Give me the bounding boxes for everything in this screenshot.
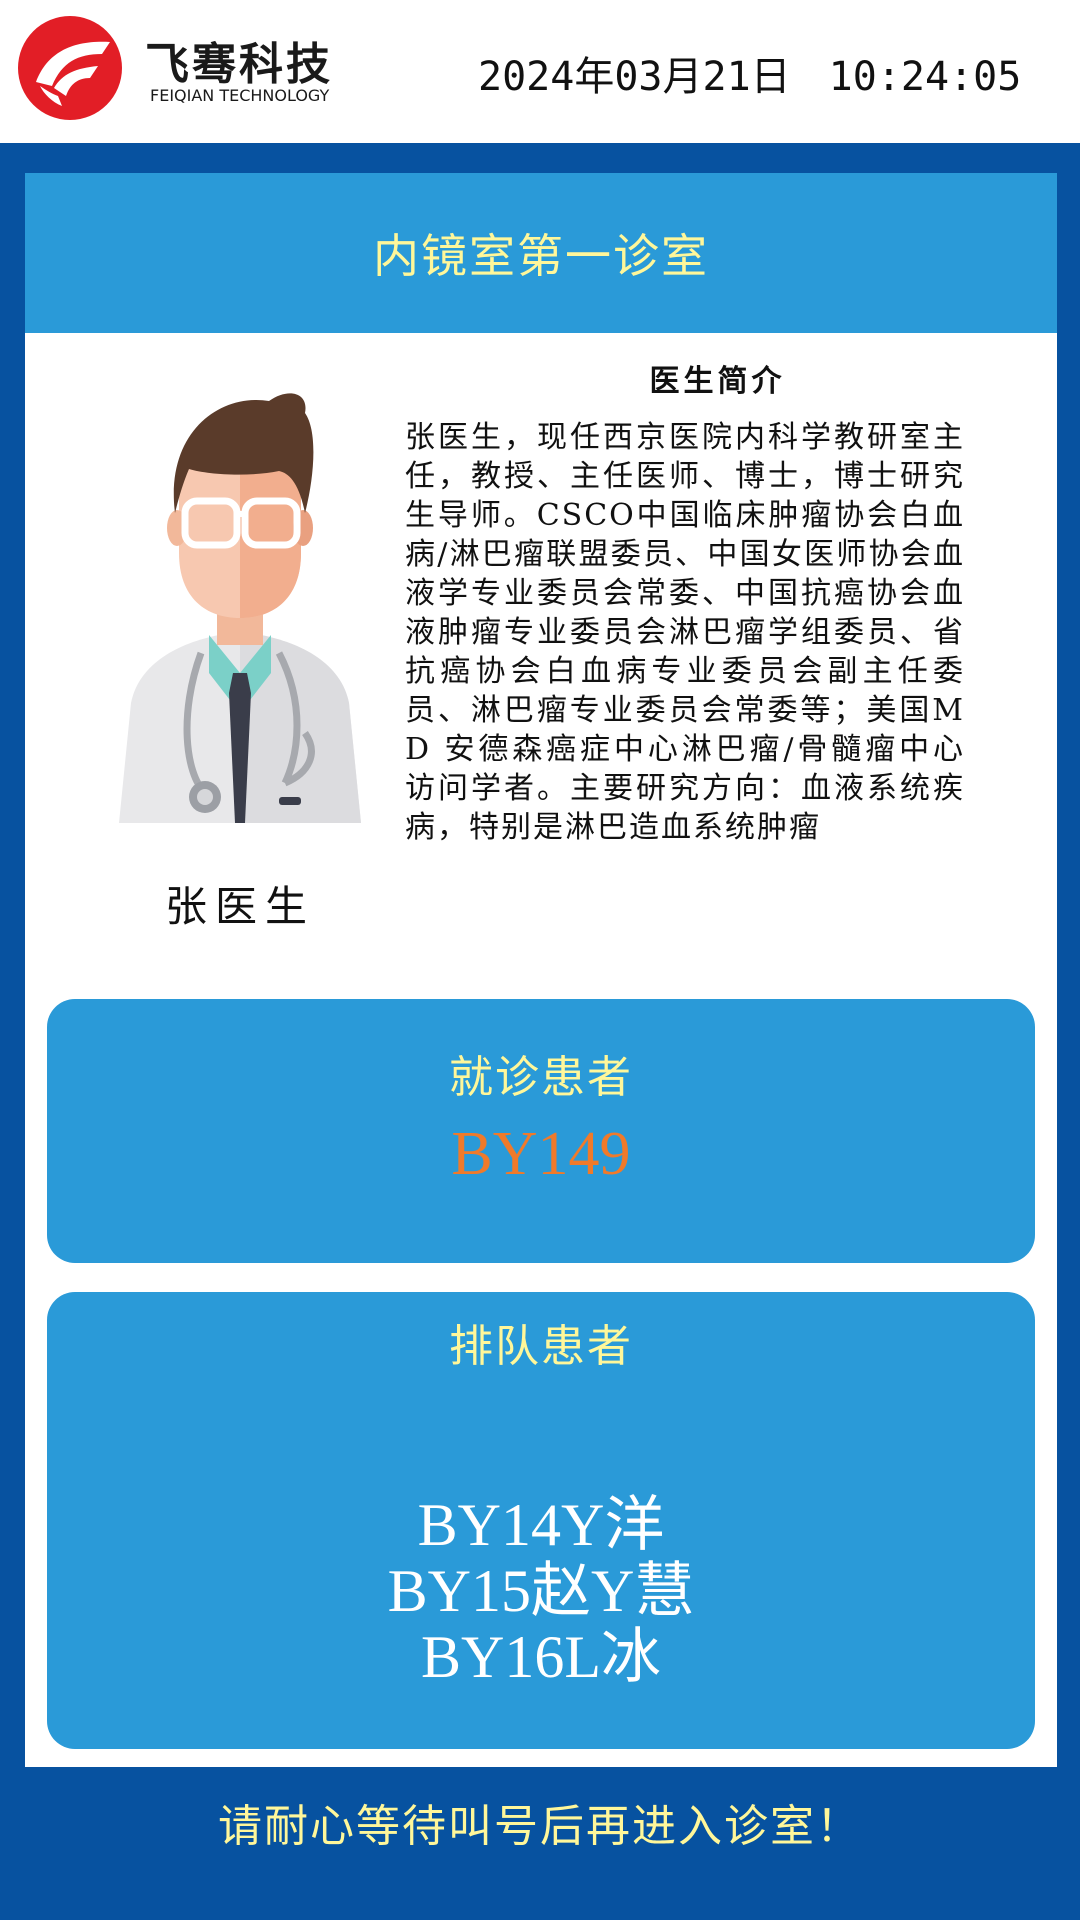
- queue-label: 排队患者: [449, 1321, 633, 1372]
- current-patient-card: 就诊患者 BY149: [47, 999, 1035, 1263]
- footer-notice: 请耐心等待叫号后再进入诊室！: [218, 1801, 862, 1852]
- current-patient-number: BY149: [451, 1120, 631, 1188]
- content-panel: 内镜室第一诊室 张医生 医生简介 张医生，现任西京医院内科学教研室主任，教授、主…: [25, 173, 1057, 1767]
- queue-list: BY14Y洋 BY15赵Y慧 BY16L冰: [47, 1492, 1035, 1690]
- room-title-bar: 内镜室第一诊室: [25, 173, 1057, 333]
- room-title: 内镜室第一诊室: [373, 229, 709, 283]
- doctor-name: 张医生: [164, 882, 315, 931]
- doctor-intro-title: 医生简介: [649, 364, 786, 399]
- brand-name-cn: 飞骞科技: [145, 39, 333, 90]
- current-patient-label: 就诊患者: [449, 1052, 633, 1103]
- queue-card: 排队患者 BY14Y洋 BY15赵Y慧 BY16L冰: [47, 1292, 1035, 1749]
- queue-item: BY16L冰: [421, 1624, 661, 1690]
- header-bar: 飞骞科技 FEIQIAN TECHNOLOGY 2024年03月21日 10:24…: [0, 0, 1080, 143]
- doctor-intro-text: 张医生，现任西京医院内科学教研室主任，教授、主任医师、博士，博士研究生导师。CS…: [405, 420, 965, 845]
- queue-item: BY14Y洋: [417, 1492, 665, 1558]
- doctor-avatar-icon: [119, 393, 361, 823]
- feiqian-logo-icon: [18, 16, 122, 120]
- queue-item: BY15赵Y慧: [387, 1558, 695, 1624]
- date-text: 2024年03月21日: [478, 54, 791, 100]
- time-text: 10:24:05: [828, 54, 1022, 100]
- brand-name-en: FEIQIAN TECHNOLOGY: [150, 86, 330, 105]
- datetime-display: 2024年03月21日 10:24:05: [478, 44, 1021, 102]
